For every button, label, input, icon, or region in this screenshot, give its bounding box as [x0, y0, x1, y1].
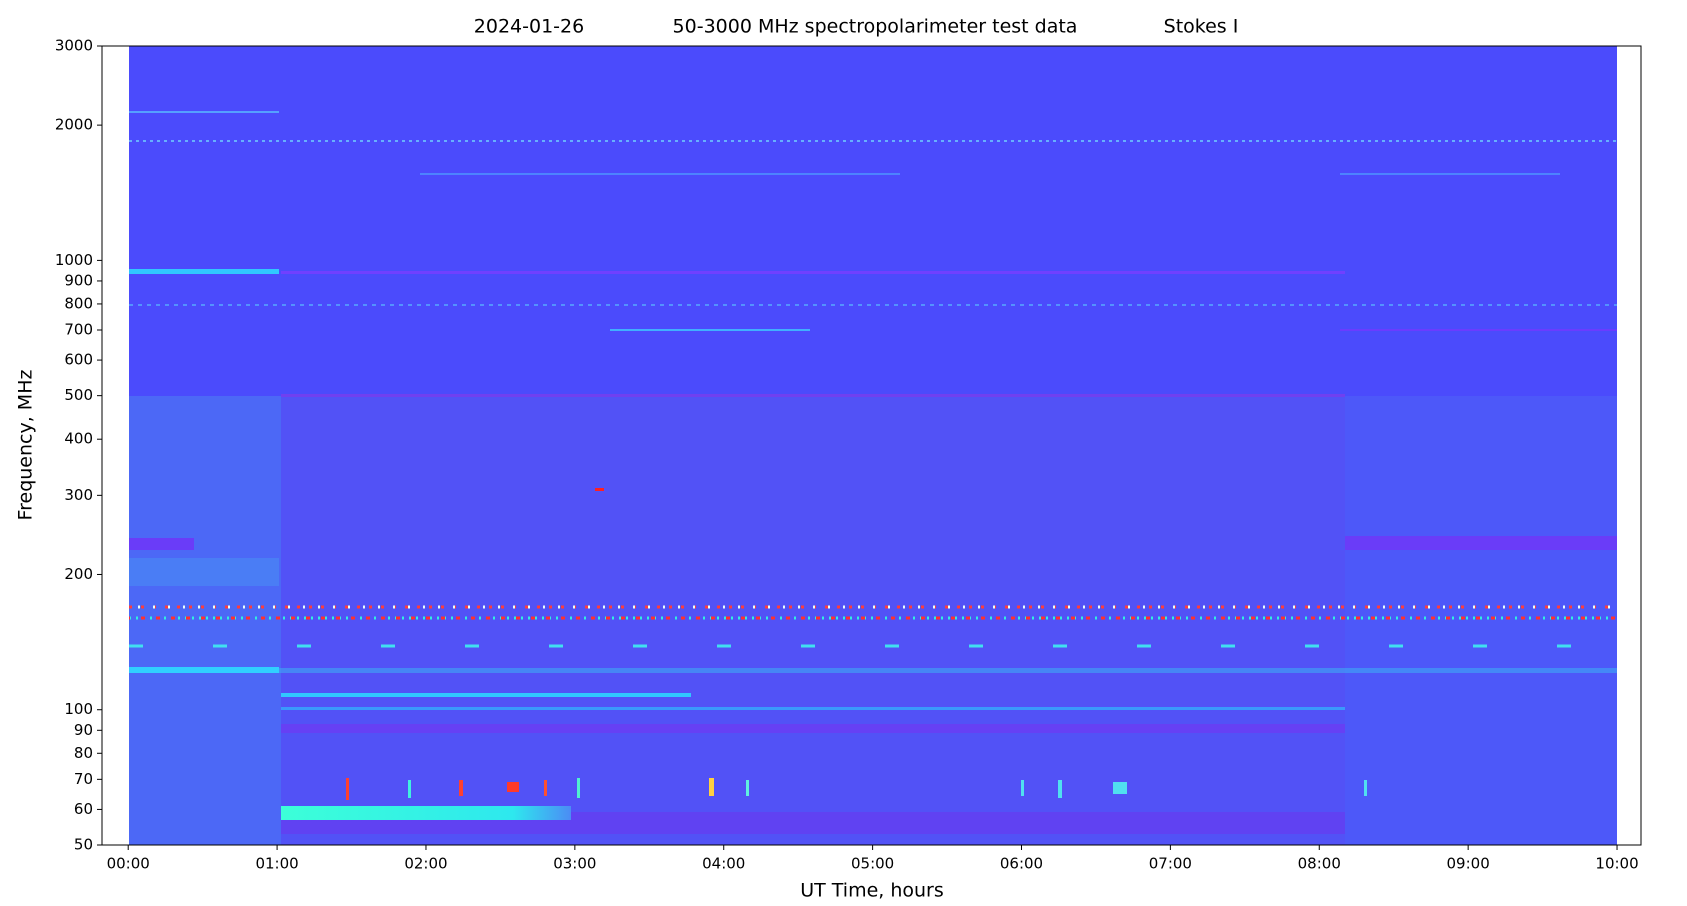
y-tick-label: 100 — [64, 700, 93, 718]
spectrogram-feature — [459, 780, 463, 796]
x-tick-label: 06:00 — [1000, 855, 1043, 873]
y-tick-label: 800 — [64, 294, 93, 312]
y-axis-label: Frequency, MHz — [15, 370, 37, 521]
x-tick-label: 04:00 — [702, 855, 745, 873]
chart-title: 50-3000 MHz spectropolarimeter test data — [673, 16, 1078, 38]
spectrogram-feature — [281, 806, 571, 820]
chart-title: 2024-01-26 — [474, 16, 584, 38]
spectrogram-feature — [281, 396, 1345, 845]
x-tick-label: 08:00 — [1298, 855, 1341, 873]
y-tick-label: 600 — [64, 351, 93, 369]
spectrogram-feature — [408, 780, 411, 798]
x-tick-label: 07:00 — [1149, 855, 1192, 873]
spectrogram-feature — [346, 778, 349, 800]
spectrogram-feature — [129, 667, 279, 673]
x-tick-label: 01:00 — [255, 855, 298, 873]
y-tick-label: 300 — [64, 486, 93, 504]
y-tick-label: 700 — [64, 320, 93, 338]
x-tick-label: 10:00 — [1595, 855, 1638, 873]
y-tick-label: 2000 — [55, 116, 93, 134]
y-tick-label: 50 — [74, 836, 93, 854]
spectrogram-feature — [281, 707, 1345, 710]
x-tick-label: 00:00 — [107, 855, 150, 873]
y-tick-label: 500 — [64, 386, 93, 404]
spectrogram-feature — [129, 111, 279, 113]
spectrogram-feature — [1340, 329, 1617, 331]
y-tick-label: 70 — [74, 770, 93, 788]
spectrogram-feature — [610, 329, 810, 331]
y-tick-label: 200 — [64, 565, 93, 583]
spectrogram-feature — [1340, 173, 1560, 175]
spectrogram — [129, 46, 1617, 845]
spectrogram-feature — [129, 269, 279, 274]
spectrogram-feature — [129, 558, 279, 586]
y-tick-label: 90 — [74, 721, 93, 739]
y-tick-label: 400 — [64, 430, 93, 448]
spectrogram-feature — [1364, 780, 1367, 796]
spectrogram-feature — [281, 394, 1345, 397]
spectrogram-feature — [746, 780, 749, 796]
spectrogram-feature — [281, 271, 1345, 274]
y-tick-label: 3000 — [55, 37, 93, 55]
spectrogram-feature — [1113, 782, 1127, 794]
plot-frame — [101, 45, 1642, 846]
spectrogram-feature — [577, 778, 580, 798]
y-tick-label: 900 — [64, 271, 93, 289]
spectrogram-feature — [281, 724, 1345, 733]
x-axis-label: UT Time, hours — [800, 880, 944, 902]
x-tick-label: 03:00 — [553, 855, 596, 873]
spectrogram-feature — [129, 396, 281, 845]
x-tick-label: 02:00 — [404, 855, 447, 873]
spectrogram-feature — [1021, 780, 1024, 796]
spectrogram-feature — [1345, 536, 1617, 550]
spectrogram-feature — [507, 782, 519, 792]
spectrogram-feature — [129, 396, 1617, 845]
spectrogram-feature — [281, 693, 691, 697]
spectrogram-feature — [129, 668, 1617, 673]
spectrogram-feature — [544, 780, 547, 796]
chart-title: Stokes I — [1164, 16, 1239, 38]
y-tick-label: 80 — [74, 744, 93, 762]
x-tick-label: 05:00 — [851, 855, 894, 873]
spectrogram-feature — [709, 778, 714, 796]
y-tick-label: 1000 — [55, 251, 93, 269]
x-tick-label: 09:00 — [1447, 855, 1490, 873]
spectrogram-feature — [420, 173, 900, 175]
spectrogram-feature — [129, 538, 194, 550]
spectrogram-feature — [595, 488, 604, 491]
spectrogram-feature — [1058, 780, 1062, 798]
y-tick-label: 60 — [74, 800, 93, 818]
